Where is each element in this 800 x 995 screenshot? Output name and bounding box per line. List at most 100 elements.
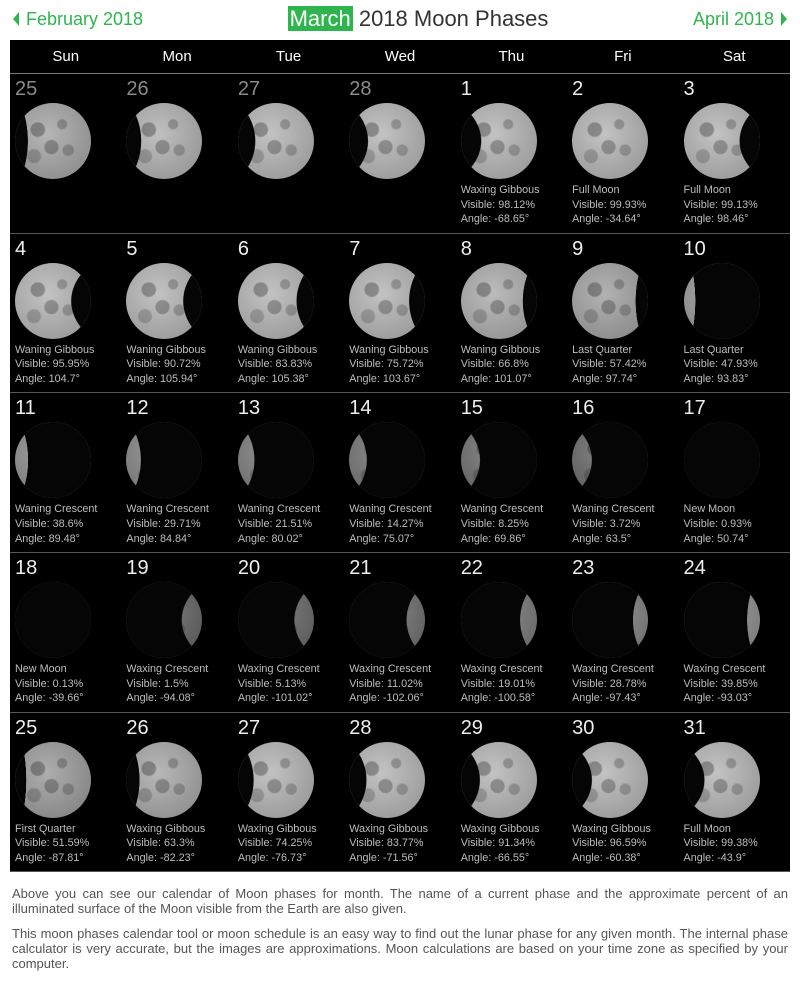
phase-visible: Visible: 57.42% <box>572 357 673 372</box>
phase-visible: Visible: 99.93% <box>572 198 673 213</box>
phase-name: Waning Gibbous <box>349 343 450 358</box>
phase-info: Waning CrescentVisible: 14.27%Angle: 75.… <box>349 502 450 546</box>
moon-icon <box>238 422 314 498</box>
day-cell[interactable]: 27 <box>233 74 344 233</box>
day-cell[interactable]: 29Waxing GibbousVisible: 91.34%Angle: -6… <box>456 713 567 872</box>
moon-icon <box>461 742 537 818</box>
day-header: Fri <box>567 40 678 73</box>
day-cell[interactable]: 25First QuarterVisible: 51.59%Angle: -87… <box>10 713 121 872</box>
phase-angle: Angle: -76.73° <box>238 851 339 866</box>
day-cell[interactable]: 22Waxing CrescentVisible: 19.01%Angle: -… <box>456 553 567 712</box>
day-cell[interactable]: 20Waxing CrescentVisible: 5.13%Angle: -1… <box>233 553 344 712</box>
phase-angle: Angle: 98.46° <box>684 212 785 227</box>
moon-icon <box>238 582 314 658</box>
phase-name: Last Quarter <box>572 343 673 358</box>
phase-name: Waning Crescent <box>238 502 339 517</box>
phase-visible: Visible: 74.25% <box>238 836 339 851</box>
phase-name: Waxing Gibbous <box>126 822 227 837</box>
day-cell[interactable]: 11Waning CrescentVisible: 38.6%Angle: 89… <box>10 393 121 552</box>
day-cell[interactable]: 27 Waxing GibbousVisible: 74.25%Angle: -7… <box>233 713 344 872</box>
phase-angle: Angle: 69.86° <box>461 532 562 547</box>
phase-angle: Angle: -68.65° <box>461 212 562 227</box>
phase-info: Waning GibbousVisible: 95.95%Angle: 104.… <box>15 343 116 387</box>
day-number: 23 <box>572 557 673 580</box>
phase-name: Full Moon <box>572 183 673 198</box>
phase-angle: Angle: -82.23° <box>126 851 227 866</box>
week-row: 4Waning GibbousVisible: 95.95%Angle: 104… <box>10 234 790 394</box>
phase-angle: Angle: 84.84° <box>126 532 227 547</box>
day-cell[interactable]: 17New MoonVisible: 0.93%Angle: 50.74° <box>679 393 790 552</box>
phase-visible: Visible: 63.3% <box>126 836 227 851</box>
moon-icon <box>238 742 314 818</box>
chevron-right-icon <box>778 11 790 27</box>
phase-info: Waxing CrescentVisible: 28.78%Angle: -97… <box>572 662 673 706</box>
day-cell[interactable]: 23 Waxing CrescentVisible: 28.78%Angle: -… <box>567 553 678 712</box>
phase-name: Waxing Gibbous <box>572 822 673 837</box>
day-number: 18 <box>15 557 116 580</box>
moon-icon <box>684 422 760 498</box>
day-cell[interactable]: 26 Waxing GibbousVisible: 63.3%Angle: -82… <box>121 713 232 872</box>
phase-visible: Visible: 98.12% <box>461 198 562 213</box>
day-cell[interactable]: 31Full MoonVisible: 99.38%Angle: -43.9° <box>679 713 790 872</box>
day-cell[interactable]: 21Waxing CrescentVisible: 11.02%Angle: -… <box>344 553 455 712</box>
day-cell[interactable]: 19Waxing CrescentVisible: 1.5%Angle: -94… <box>121 553 232 712</box>
day-cell[interactable]: 16Waning CrescentVisible: 3.72%Angle: 63… <box>567 393 678 552</box>
day-cell[interactable]: 28Waxing GibbousVisible: 83.77%Angle: -7… <box>344 713 455 872</box>
phase-info: Waning GibbousVisible: 75.72%Angle: 103.… <box>349 343 450 387</box>
next-month-link[interactable]: April 2018 <box>693 9 790 30</box>
day-cell[interactable]: 3Full MoonVisible: 99.13%Angle: 98.46° <box>679 74 790 233</box>
day-cell[interactable]: 28 <box>344 74 455 233</box>
day-cell[interactable]: 26 <box>121 74 232 233</box>
phase-name: Waning Gibbous <box>238 343 339 358</box>
day-number: 28 <box>349 717 450 740</box>
day-number: 26 <box>126 717 227 740</box>
moon-icon <box>15 582 91 658</box>
prev-month-link[interactable]: February 2018 <box>10 9 143 30</box>
phase-info: Waning GibbousVisible: 83.83%Angle: 105.… <box>238 343 339 387</box>
day-number: 31 <box>684 717 785 740</box>
day-cell[interactable]: 9Last QuarterVisible: 57.42%Angle: 97.74… <box>567 234 678 393</box>
day-cell[interactable]: 7Waning GibbousVisible: 75.72%Angle: 103… <box>344 234 455 393</box>
day-cell[interactable]: 10Last QuarterVisible: 47.93%Angle: 93.8… <box>679 234 790 393</box>
phase-info: New MoonVisible: 0.13%Angle: -39.66° <box>15 662 116 706</box>
day-header: Sun <box>10 40 121 73</box>
phase-info: Waning CrescentVisible: 8.25%Angle: 69.8… <box>461 502 562 546</box>
day-cell[interactable]: 14Waning CrescentVisible: 14.27%Angle: 7… <box>344 393 455 552</box>
day-cell[interactable]: 30Waxing GibbousVisible: 96.59%Angle: -6… <box>567 713 678 872</box>
day-cell[interactable]: 12Waning CrescentVisible: 29.71%Angle: 8… <box>121 393 232 552</box>
phase-angle: Angle: 101.07° <box>461 372 562 387</box>
day-cell[interactable]: 2Full MoonVisible: 99.93%Angle: -34.64° <box>567 74 678 233</box>
moon-icon <box>15 422 91 498</box>
phase-name: Full Moon <box>684 183 785 198</box>
phase-name: Waxing Gibbous <box>238 822 339 837</box>
day-cell[interactable]: 1Waxing GibbousVisible: 98.12%Angle: -68… <box>456 74 567 233</box>
phase-visible: Visible: 51.59% <box>15 836 116 851</box>
day-number: 27 <box>238 717 339 740</box>
day-cell[interactable]: 6 Waning GibbousVisible: 83.83%Angle: 105… <box>233 234 344 393</box>
day-cell[interactable]: 13Waning CrescentVisible: 21.51%Angle: 8… <box>233 393 344 552</box>
phase-visible: Visible: 99.13% <box>684 198 785 213</box>
phase-info: Waxing CrescentVisible: 11.02%Angle: -10… <box>349 662 450 706</box>
phase-angle: Angle: -66.55° <box>461 851 562 866</box>
day-cell[interactable]: 15Waning CrescentVisible: 8.25%Angle: 69… <box>456 393 567 552</box>
moon-icon <box>572 263 648 339</box>
moon-icon <box>126 582 202 658</box>
day-number: 30 <box>572 717 673 740</box>
day-cell[interactable]: 5Waning GibbousVisible: 90.72%Angle: 105… <box>121 234 232 393</box>
moon-icon <box>349 742 425 818</box>
phase-visible: Visible: 66.8% <box>461 357 562 372</box>
phase-name: Waxing Crescent <box>572 662 673 677</box>
day-cell[interactable]: 24Waxing CrescentVisible: 39.85%Angle: -… <box>679 553 790 712</box>
day-cell[interactable]: 8Waning GibbousVisible: 66.8%Angle: 101.… <box>456 234 567 393</box>
day-number: 6 <box>238 238 339 261</box>
moon-icon <box>349 263 425 339</box>
day-number: 29 <box>461 717 562 740</box>
phase-visible: Visible: 47.93% <box>684 357 785 372</box>
phase-angle: Angle: -60.38° <box>572 851 673 866</box>
day-cell[interactable]: 25 <box>10 74 121 233</box>
day-cell[interactable]: 4Waning GibbousVisible: 95.95%Angle: 104… <box>10 234 121 393</box>
day-cell[interactable]: 18 New MoonVisible: 0.13%Angle: -39.66° <box>10 553 121 712</box>
phase-name: Waning Crescent <box>15 502 116 517</box>
day-number: 2 <box>572 78 673 101</box>
phase-name: Waning Crescent <box>349 502 450 517</box>
